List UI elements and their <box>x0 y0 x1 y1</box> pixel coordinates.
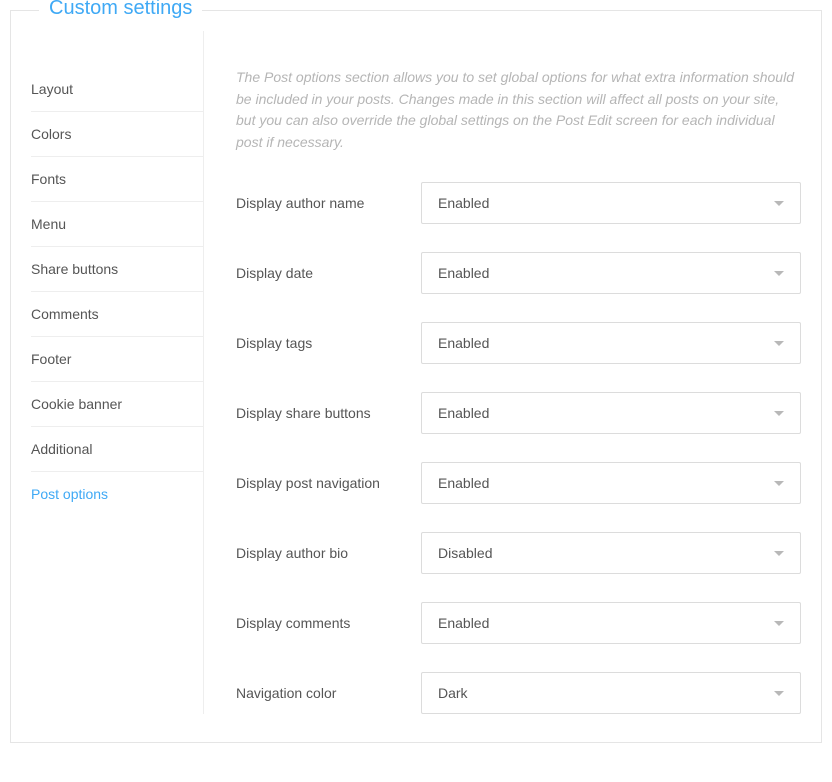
setting-row: Display post navigation Enabled <box>236 462 801 504</box>
select-value: Enabled <box>438 265 489 281</box>
select-display-share-buttons[interactable]: Enabled <box>421 392 801 434</box>
setting-label: Display author name <box>236 195 421 211</box>
chevron-down-icon <box>774 621 784 627</box>
chevron-down-icon <box>774 691 784 697</box>
setting-label: Display author bio <box>236 545 421 561</box>
chevron-down-icon <box>774 551 784 557</box>
select-navigation-color[interactable]: Dark <box>421 672 801 714</box>
sidebar-item-additional[interactable]: Additional <box>31 427 203 472</box>
sidebar-item-layout[interactable]: Layout <box>31 67 203 112</box>
setting-label: Display post navigation <box>236 475 421 491</box>
select-value: Enabled <box>438 405 489 421</box>
setting-label: Navigation color <box>236 685 421 701</box>
custom-settings-panel: Custom settings LayoutColorsFontsMenuSha… <box>10 10 822 743</box>
sidebar-item-share-buttons[interactable]: Share buttons <box>31 247 203 292</box>
sidebar-item-post-options[interactable]: Post options <box>31 472 203 516</box>
setting-row: Navigation color Dark <box>236 672 801 714</box>
setting-row: Display comments Enabled <box>236 602 801 644</box>
chevron-down-icon <box>774 411 784 417</box>
select-display-post-navigation[interactable]: Enabled <box>421 462 801 504</box>
sidebar-item-cookie-banner[interactable]: Cookie banner <box>31 382 203 427</box>
select-value: Disabled <box>438 545 492 561</box>
section-description: The Post options section allows you to s… <box>236 67 801 154</box>
setting-label: Display date <box>236 265 421 281</box>
setting-row: Display share buttons Enabled <box>236 392 801 434</box>
chevron-down-icon <box>774 481 784 487</box>
setting-row: Display author name Enabled <box>236 182 801 224</box>
setting-row: Display author bio Disabled <box>236 532 801 574</box>
select-value: Enabled <box>438 195 489 211</box>
select-value: Enabled <box>438 615 489 631</box>
select-value: Dark <box>438 685 468 701</box>
settings-sidebar: LayoutColorsFontsMenuShare buttonsCommen… <box>31 31 203 714</box>
select-display-author-name[interactable]: Enabled <box>421 182 801 224</box>
sidebar-item-colors[interactable]: Colors <box>31 112 203 157</box>
sidebar-item-menu[interactable]: Menu <box>31 202 203 247</box>
select-display-comments[interactable]: Enabled <box>421 602 801 644</box>
chevron-down-icon <box>774 341 784 347</box>
chevron-down-icon <box>774 271 784 277</box>
setting-row: Display tags Enabled <box>236 322 801 364</box>
panel-legend: Custom settings <box>39 0 202 20</box>
select-display-date[interactable]: Enabled <box>421 252 801 294</box>
sidebar-item-fonts[interactable]: Fonts <box>31 157 203 202</box>
setting-label: Display comments <box>236 615 421 631</box>
setting-label: Display tags <box>236 335 421 351</box>
select-display-author-bio[interactable]: Disabled <box>421 532 801 574</box>
select-value: Enabled <box>438 475 489 491</box>
setting-row: Display date Enabled <box>236 252 801 294</box>
sidebar-item-footer[interactable]: Footer <box>31 337 203 382</box>
select-value: Enabled <box>438 335 489 351</box>
chevron-down-icon <box>774 201 784 207</box>
setting-label: Display share buttons <box>236 405 421 421</box>
sidebar-item-comments[interactable]: Comments <box>31 292 203 337</box>
select-display-tags[interactable]: Enabled <box>421 322 801 364</box>
settings-main: The Post options section allows you to s… <box>203 31 801 714</box>
